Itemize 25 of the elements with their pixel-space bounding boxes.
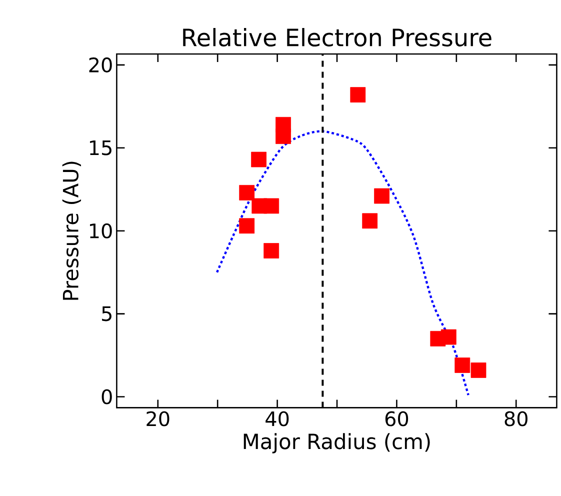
y-tick-label: 15 bbox=[90, 140, 112, 156]
y-tick-label: 5 bbox=[102, 306, 112, 322]
point bbox=[264, 198, 280, 214]
point bbox=[264, 243, 280, 258]
y-tick-label: 10 bbox=[90, 223, 112, 238]
chart-title: Relative Electron Pressure bbox=[183, 28, 492, 47]
x-tick-label: 80 bbox=[504, 411, 528, 426]
point bbox=[239, 218, 255, 234]
line-series bbox=[216, 130, 470, 396]
point bbox=[440, 329, 456, 345]
x-tick-label: 40 bbox=[266, 411, 289, 426]
point bbox=[239, 184, 255, 200]
y-tick-label: 0 bbox=[102, 389, 112, 404]
x-axis-title: Major Radius (cm) bbox=[244, 433, 430, 454]
point bbox=[470, 362, 486, 378]
x-tick-label: 20 bbox=[146, 411, 170, 426]
point bbox=[276, 128, 291, 144]
y-tick-label: 20 bbox=[89, 57, 112, 72]
point bbox=[454, 358, 470, 373]
point bbox=[374, 188, 390, 204]
point bbox=[251, 152, 266, 168]
point bbox=[362, 213, 378, 229]
x-tick-label: 60 bbox=[385, 411, 408, 426]
point bbox=[350, 87, 366, 103]
y-axis-title: Pressure (AU) bbox=[62, 162, 81, 300]
